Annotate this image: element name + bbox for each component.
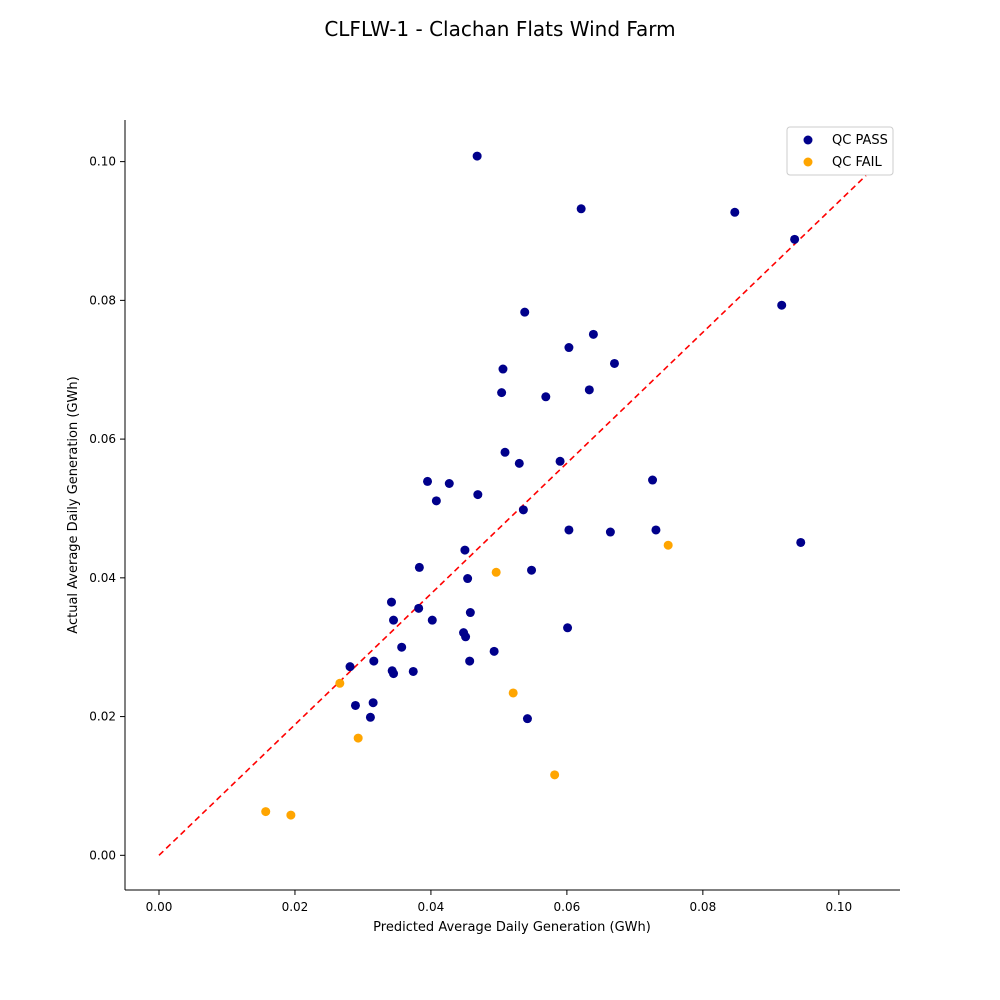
data-point-qc-pass (389, 615, 399, 625)
data-point-qc-pass (414, 603, 424, 613)
x-ticks: 0.00 0.02 0.04 0.06 0.08 0.10 (146, 890, 852, 914)
data-point-qc-pass (563, 623, 573, 633)
data-point-qc-pass (427, 615, 437, 625)
data-point-qc-pass (472, 151, 482, 161)
data-point-qc-fail (335, 678, 345, 688)
data-point-qc-fail (353, 733, 363, 743)
legend-marker-qc-pass (803, 135, 813, 145)
y-tick-label: 0.00 (89, 848, 116, 862)
data-point-qc-pass (777, 300, 787, 310)
data-point-qc-pass (541, 392, 551, 402)
y-tick-label: 0.10 (89, 155, 116, 169)
data-point-qc-pass (350, 700, 360, 710)
data-point-qc-pass (527, 565, 537, 575)
data-point-qc-pass (444, 478, 454, 488)
data-point-qc-pass (500, 447, 510, 457)
data-point-qc-pass (463, 574, 473, 584)
x-tick-label: 0.00 (146, 900, 173, 914)
data-point-qc-fail (550, 770, 560, 780)
legend: QC PASS QC FAIL (786, 126, 894, 176)
data-point-qc-pass (465, 608, 475, 618)
data-point-qc-pass (465, 656, 475, 666)
data-point-qc-pass (790, 234, 800, 244)
data-point-qc-pass (518, 505, 528, 515)
data-point-qc-pass (564, 343, 574, 353)
data-point-qc-pass (365, 712, 375, 722)
legend-label-qc-fail: QC FAIL (832, 155, 882, 170)
x-tick-label: 0.06 (554, 900, 581, 914)
data-point-qc-pass (460, 545, 470, 555)
legend-marker-qc-fail (803, 157, 813, 167)
data-point-qc-pass (414, 562, 424, 572)
chart-title: CLFLW-1 - Clachan Flats Wind Farm (324, 17, 675, 41)
data-point-qc-pass (368, 698, 378, 708)
y-tick-label: 0.08 (89, 293, 116, 307)
axes (124, 120, 900, 891)
x-tick-label: 0.10 (825, 900, 852, 914)
x-tick-label: 0.02 (282, 900, 309, 914)
data-points (261, 151, 806, 820)
data-point-qc-pass (730, 207, 740, 217)
y-tick-label: 0.06 (89, 432, 116, 446)
data-point-qc-pass (386, 597, 396, 607)
data-point-qc-pass (345, 662, 355, 672)
data-point-qc-pass (489, 646, 499, 656)
data-point-qc-pass (648, 475, 658, 485)
data-point-qc-pass (461, 632, 471, 642)
data-point-qc-pass (408, 666, 418, 676)
data-point-qc-pass (522, 714, 532, 724)
data-point-qc-fail (261, 807, 271, 817)
data-point-qc-pass (389, 669, 399, 679)
data-point-qc-pass (473, 490, 483, 500)
x-axis-label: Predicted Average Daily Generation (GWh) (373, 920, 651, 935)
legend-box (786, 126, 894, 176)
data-point-qc-pass (369, 656, 379, 666)
reference-line (158, 174, 867, 856)
data-point-qc-fail (286, 810, 296, 820)
data-point-qc-pass (576, 204, 586, 214)
data-point-qc-fail (491, 567, 501, 577)
data-point-qc-fail (663, 540, 673, 550)
data-point-qc-pass (498, 364, 508, 374)
y-tick-label: 0.04 (89, 571, 116, 585)
data-point-qc-pass (588, 329, 598, 339)
x-tick-label: 0.04 (418, 900, 445, 914)
data-point-qc-pass (605, 527, 615, 537)
data-point-qc-pass (555, 456, 565, 466)
data-point-qc-pass (651, 525, 661, 535)
y-ticks: 0.00 0.02 0.04 0.06 0.08 0.10 (89, 155, 125, 862)
data-point-qc-pass (514, 458, 524, 468)
y-tick-label: 0.02 (89, 710, 116, 724)
data-point-qc-pass (564, 525, 574, 535)
data-point-qc-pass (497, 388, 507, 398)
data-point-qc-pass (397, 642, 407, 652)
x-tick-label: 0.08 (689, 900, 716, 914)
data-point-qc-pass (584, 385, 594, 395)
data-point-qc-pass (609, 358, 619, 368)
data-point-qc-fail (508, 688, 518, 698)
data-point-qc-pass (431, 496, 441, 506)
data-point-qc-pass (520, 307, 530, 317)
data-point-qc-pass (796, 537, 806, 547)
data-point-qc-pass (423, 476, 433, 486)
legend-label-qc-pass: QC PASS (832, 133, 888, 148)
y-axis-label: Actual Average Daily Generation (GWh) (66, 376, 81, 633)
